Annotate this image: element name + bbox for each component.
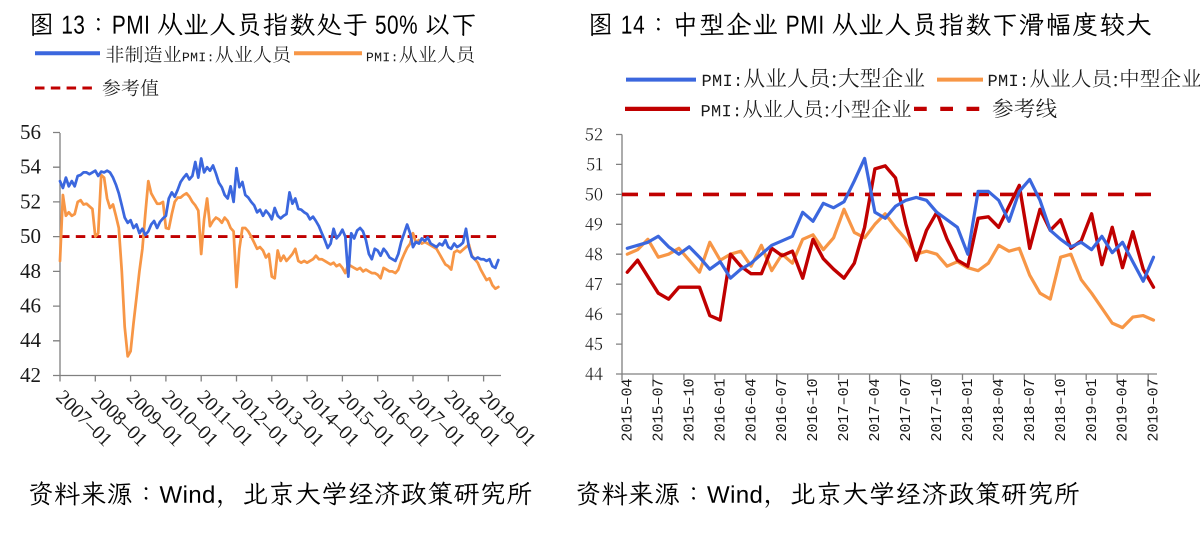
svg-text:2015–04: 2015–04 bbox=[620, 379, 637, 442]
svg-text:2019–07: 2019–07 bbox=[1146, 379, 1163, 442]
svg-text:46: 46 bbox=[20, 294, 41, 318]
svg-text:42: 42 bbox=[20, 363, 41, 387]
svg-text:48: 48 bbox=[20, 259, 41, 283]
svg-text:2016–01: 2016–01 bbox=[712, 379, 729, 442]
svg-text:2019–04: 2019–04 bbox=[1115, 379, 1132, 442]
svg-text:2018–10: 2018–10 bbox=[1053, 379, 1070, 442]
svg-text:54: 54 bbox=[20, 155, 42, 179]
svg-text:2018–04: 2018–04 bbox=[991, 379, 1008, 442]
svg-text:44: 44 bbox=[20, 328, 42, 352]
svg-text:2015–07: 2015–07 bbox=[651, 379, 668, 442]
svg-text:2017–01: 2017–01 bbox=[836, 379, 853, 442]
svg-text:2018–07: 2018–07 bbox=[1022, 379, 1039, 442]
svg-text:2016–10: 2016–10 bbox=[805, 379, 822, 442]
svg-text:56: 56 bbox=[20, 120, 41, 144]
svg-text:2017–04: 2017–04 bbox=[867, 379, 884, 442]
svg-text:2018–01: 2018–01 bbox=[960, 379, 977, 442]
svg-text:50: 50 bbox=[20, 224, 41, 248]
svg-text:2015–10: 2015–10 bbox=[681, 379, 698, 442]
svg-text:2017–07: 2017–07 bbox=[898, 379, 915, 442]
svg-text:2016–04: 2016–04 bbox=[743, 379, 760, 442]
svg-text:2019–01: 2019–01 bbox=[1084, 379, 1101, 442]
svg-text:2016–07: 2016–07 bbox=[774, 379, 791, 442]
svg-text:2017–10: 2017–10 bbox=[929, 379, 946, 442]
svg-text:52: 52 bbox=[20, 189, 41, 213]
